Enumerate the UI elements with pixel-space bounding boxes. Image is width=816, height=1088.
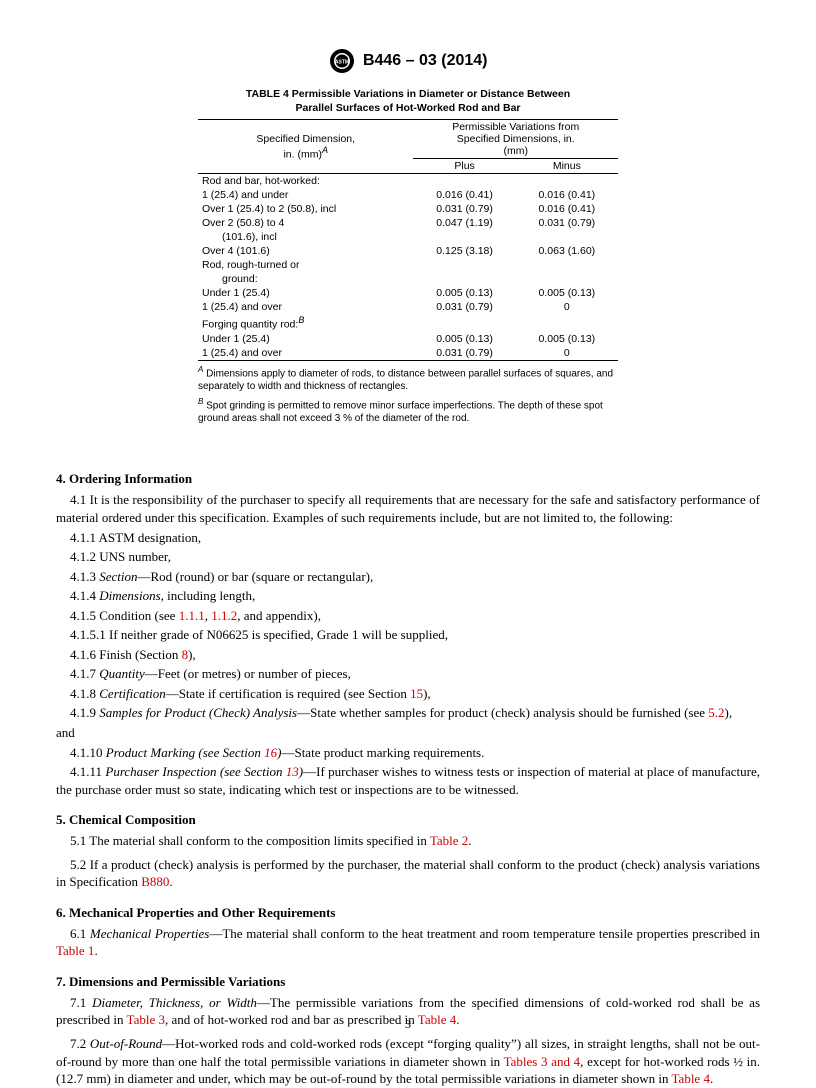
designation: B446 – 03 (2014) [363,52,488,69]
t4-c2l1: Permissible Variations from [452,121,579,133]
p417: 4.1.7 Quantity—Feet (or metres) or numbe… [56,665,760,683]
t4-r4b: 0.125 (3.18) [413,244,515,258]
svg-text:ASTM: ASTM [334,60,348,66]
t4-r6b: 0.031 (0.79) [413,300,515,314]
t4-r5a: Under 1 (25.4) [198,286,413,300]
link-b880[interactable]: B880 [141,874,169,889]
t4-minus: Minus [516,159,618,174]
t4-r2a: Over 1 (25.4) to 2 (50.8), incl [198,202,413,216]
p414: 4.1.4 Dimensions, including length, [56,587,760,605]
t4-r8b: 0.031 (0.79) [413,346,515,361]
t4-fA-txt: Dimensions apply to diameter of rods, to… [198,368,613,392]
link-112[interactable]: 1.1.2 [211,608,237,623]
t4-r1b: 0.016 (0.41) [413,188,515,202]
sec5-head: 5. Chemical Composition [56,812,760,828]
table4-title: TABLE 4 Permissible Variations in Diamet… [198,88,618,115]
p419: 4.1.9 Samples for Product (Check) Analys… [56,704,760,722]
t4-r4a: Over 4 (101.6) [198,244,413,258]
t4-r7b: 0.005 (0.13) [413,332,515,346]
link-table4b[interactable]: Table 4 [672,1071,710,1086]
t4-r6a: 1 (25.4) and over [198,300,413,314]
link-table2[interactable]: Table 2 [430,833,468,848]
page-number: 3 [0,1017,816,1032]
t4-r1c: 0.016 (0.41) [516,188,618,202]
t4-footA: A Dimensions apply to diameter of rods, … [198,365,618,393]
p51: 5.1 The material shall conform to the co… [56,832,760,850]
p415: 4.1.5 Condition (see 1.1.1, 1.1.2, and a… [56,607,760,625]
table4-grid: Specified Dimension, in. (mm)A Permissib… [198,119,618,361]
t4-c1l2: in. (mm) [283,149,322,161]
t4-r3a2: (101.6), incl [198,230,413,244]
p416: 4.1.6 Finish (Section 8), [56,646,760,664]
t4-r8a: 1 (25.4) and over [198,346,413,361]
t4-supA-h: A [322,145,328,155]
t4-r3b: 0.047 (1.19) [413,216,515,230]
p419f: and [56,724,760,742]
link-16[interactable]: 16 [264,745,277,760]
link-13[interactable]: 13 [286,764,299,779]
link-52[interactable]: 5.2 [708,705,724,720]
t4-r5b: 0.005 (0.13) [413,286,515,300]
t4-r6c: 0 [516,300,618,314]
t4-r8c: 0 [516,346,618,361]
p413: 4.1.3 Section—Rod (round) or bar (square… [56,568,760,586]
doc-header: ASTM B446 – 03 (2014) [56,48,760,74]
body: 4. Ordering Information 4.1 It is the re… [56,471,760,1087]
p4111: 4.1.11 Purchaser Inspection (see Section… [56,763,760,798]
t4-r7a: Under 1 (25.4) [198,332,413,346]
astm-logo: ASTM [329,48,355,74]
t4-plus: Plus [413,159,515,174]
t4-r2c: 0.016 (0.41) [516,202,618,216]
p72: 7.2 Out-of-Round—Hot-worked rods and col… [56,1035,760,1088]
t4-supB-h: B [298,315,304,325]
t4-r3c: 0.031 (0.79) [516,216,618,230]
p418: 4.1.8 Certification—State if certificati… [56,685,760,703]
t4-c2l2: Specified Dimensions, in. [457,133,575,145]
sec6-head: 6. Mechanical Properties and Other Requi… [56,905,760,921]
t4-r7c: 0.005 (0.13) [516,332,618,346]
p52: 5.2 If a product (check) analysis is per… [56,856,760,891]
t4-r4c: 0.063 (1.60) [516,244,618,258]
t4-g3: Forging quantity rod:B [198,314,413,332]
p4151: 4.1.5.1 If neither grade of N06625 is sp… [56,626,760,644]
p41: 4.1 It is the responsibility of the purc… [56,491,760,526]
t4-r2b: 0.031 (0.79) [413,202,515,216]
p412: 4.1.2 UNS number, [56,548,760,566]
t4-c2l3: (mm) [503,145,528,157]
t4-g1: Rod and bar, hot-worked: [198,174,618,189]
t4-r1a: 1 (25.4) and under [198,188,413,202]
t4-g2: Rod, rough-turned or [198,258,413,272]
t4-footB: B Spot grinding is permitted to remove m… [198,397,618,425]
t4-c1l1: Specified Dimension, [256,133,355,145]
t4-title-l1: TABLE 4 Permissible Variations in Diamet… [246,88,570,100]
p411: 4.1.1 ASTM designation, [56,529,760,547]
table4: TABLE 4 Permissible Variations in Diamet… [198,88,618,425]
t4-r3a: Over 2 (50.8) to 4 [198,216,413,230]
t4-fB-txt: Spot grinding is permitted to remove min… [198,400,603,424]
sec7-head: 7. Dimensions and Permissible Variations [56,974,760,990]
t4-g2b: ground: [198,272,413,286]
t4-title-l2: Parallel Surfaces of Hot-Worked Rod and … [295,102,520,114]
link-15[interactable]: 15 [410,686,423,701]
sec4-head: 4. Ordering Information [56,471,760,487]
link-111[interactable]: 1.1.1 [179,608,205,623]
p61: 6.1 Mechanical Properties—The material s… [56,925,760,960]
link-table1[interactable]: Table 1 [56,943,94,958]
t4-r5c: 0.005 (0.13) [516,286,618,300]
p4110: 4.1.10 Product Marking (see Section 16)—… [56,744,760,762]
